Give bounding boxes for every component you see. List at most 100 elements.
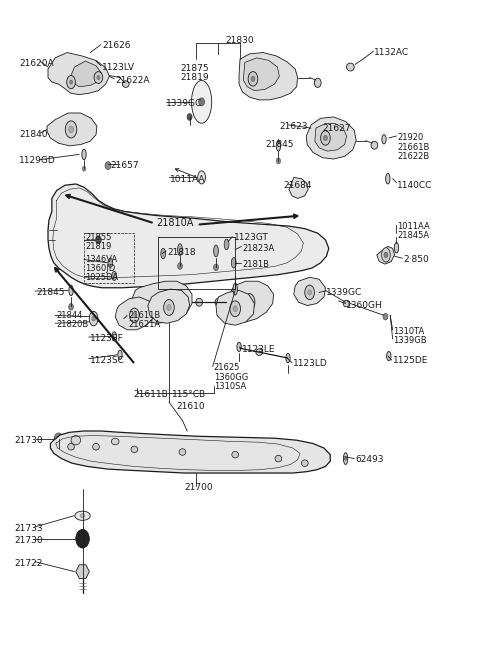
Ellipse shape — [343, 300, 350, 307]
Text: 1011AA: 1011AA — [170, 175, 206, 184]
Ellipse shape — [276, 158, 280, 164]
Ellipse shape — [92, 316, 96, 321]
Text: 21875: 21875 — [180, 64, 209, 73]
Text: 21611B: 21611B — [133, 390, 168, 399]
Text: 1310TA: 1310TA — [393, 327, 424, 336]
Text: 21722: 21722 — [14, 558, 43, 568]
Ellipse shape — [96, 236, 101, 244]
Text: 21625: 21625 — [214, 363, 240, 373]
Polygon shape — [315, 124, 347, 151]
Text: 62493: 62493 — [355, 455, 384, 464]
Text: 1346VA: 1346VA — [85, 255, 118, 264]
Text: 21661B: 21661B — [397, 143, 430, 152]
Polygon shape — [239, 53, 298, 100]
Ellipse shape — [305, 285, 314, 300]
Ellipse shape — [70, 80, 72, 84]
Ellipse shape — [248, 300, 252, 305]
Text: 1025DA: 1025DA — [85, 273, 119, 283]
Text: 21700: 21700 — [185, 483, 214, 492]
Text: 21855: 21855 — [85, 233, 112, 242]
Text: 21819: 21819 — [85, 242, 112, 251]
Text: 1123LV: 1123LV — [102, 62, 135, 72]
Polygon shape — [243, 58, 279, 91]
Text: 21730: 21730 — [14, 535, 43, 545]
Ellipse shape — [301, 460, 308, 466]
Ellipse shape — [108, 258, 113, 267]
Text: 115°CB: 115°CB — [172, 390, 206, 399]
Text: 1140CC: 1140CC — [397, 181, 433, 190]
Ellipse shape — [75, 511, 90, 520]
Polygon shape — [226, 281, 274, 322]
Ellipse shape — [167, 305, 171, 311]
Circle shape — [76, 530, 89, 548]
Ellipse shape — [178, 263, 182, 269]
Text: 21611B: 21611B — [129, 311, 161, 320]
Text: 1129GD: 1129GD — [19, 156, 56, 166]
Text: 1339GB: 1339GB — [393, 336, 426, 345]
Ellipse shape — [276, 141, 280, 151]
Ellipse shape — [71, 436, 81, 445]
Ellipse shape — [67, 76, 75, 89]
Ellipse shape — [112, 271, 117, 281]
Ellipse shape — [286, 353, 290, 363]
Text: 21627: 21627 — [323, 124, 351, 133]
Text: 1360GH: 1360GH — [346, 301, 383, 310]
Text: 21840: 21840 — [19, 130, 48, 139]
Text: 21621A: 21621A — [129, 320, 161, 329]
Text: 1123LD: 1123LD — [293, 359, 327, 369]
Polygon shape — [289, 177, 308, 198]
Ellipse shape — [199, 98, 204, 106]
Ellipse shape — [347, 63, 354, 71]
Text: 21810A: 21810A — [156, 218, 193, 229]
Ellipse shape — [387, 351, 391, 361]
Ellipse shape — [251, 76, 255, 81]
Polygon shape — [132, 281, 192, 323]
Ellipse shape — [232, 451, 239, 458]
Ellipse shape — [111, 438, 119, 445]
Ellipse shape — [248, 72, 258, 86]
Ellipse shape — [343, 453, 348, 464]
Ellipse shape — [214, 264, 218, 271]
Polygon shape — [294, 277, 325, 306]
Text: 21820B: 21820B — [57, 320, 89, 329]
Text: 21830: 21830 — [226, 36, 254, 45]
Text: 21733: 21733 — [14, 524, 43, 533]
Text: 21626: 21626 — [102, 41, 131, 51]
Text: 21845: 21845 — [265, 140, 294, 149]
Circle shape — [54, 433, 63, 445]
Text: 1310SA: 1310SA — [214, 382, 246, 391]
Ellipse shape — [161, 248, 166, 259]
Ellipse shape — [156, 294, 168, 313]
Ellipse shape — [275, 455, 282, 462]
Polygon shape — [50, 431, 330, 473]
Ellipse shape — [382, 135, 386, 144]
Text: 1360JD: 1360JD — [85, 264, 116, 273]
Text: 1125DE: 1125DE — [393, 356, 428, 365]
Polygon shape — [48, 53, 109, 95]
Polygon shape — [48, 184, 329, 288]
Ellipse shape — [214, 245, 218, 257]
Ellipse shape — [256, 349, 263, 355]
Polygon shape — [76, 565, 89, 578]
Circle shape — [187, 114, 192, 120]
Text: 1123GT: 1123GT — [234, 233, 269, 242]
Ellipse shape — [192, 81, 212, 124]
Text: 21845: 21845 — [36, 288, 64, 297]
Ellipse shape — [230, 301, 240, 317]
Text: 21622B: 21622B — [397, 152, 430, 161]
Ellipse shape — [371, 141, 378, 149]
Polygon shape — [115, 297, 155, 330]
Ellipse shape — [69, 304, 73, 310]
Ellipse shape — [314, 78, 321, 87]
Ellipse shape — [132, 313, 136, 318]
Ellipse shape — [97, 76, 100, 79]
Ellipse shape — [118, 350, 122, 359]
Polygon shape — [71, 61, 102, 87]
Text: 21657: 21657 — [110, 161, 139, 170]
Text: 1339GC: 1339GC — [166, 99, 202, 108]
Polygon shape — [148, 289, 190, 323]
Text: 21622A: 21622A — [115, 76, 150, 85]
Ellipse shape — [122, 81, 129, 87]
Text: 21620A: 21620A — [19, 59, 54, 68]
Text: 1123LE: 1123LE — [242, 345, 276, 354]
